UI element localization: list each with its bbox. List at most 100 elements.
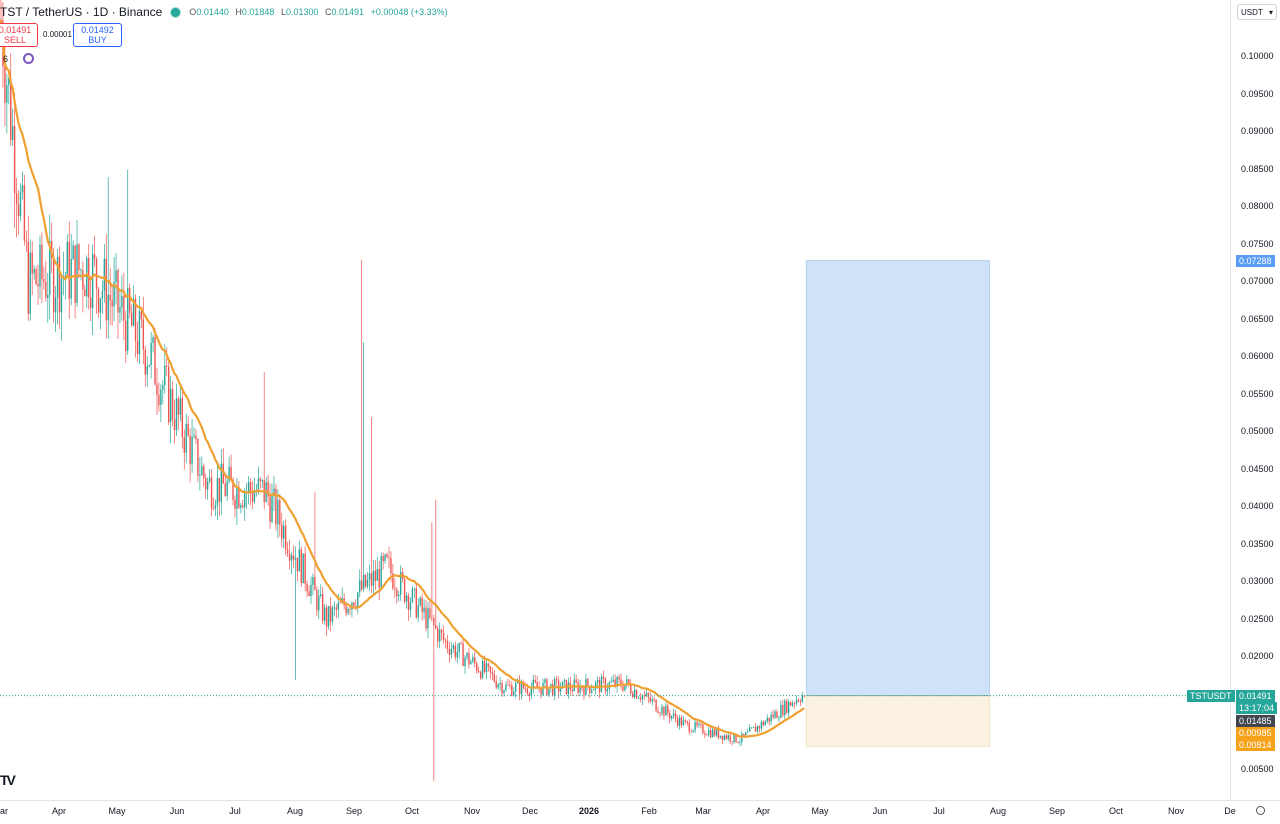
candle-body (300, 549, 302, 584)
price-axis[interactable]: USDT ▾ 0.10000 0.09500 0.09000 0.08500 0.080… (1230, 0, 1280, 800)
candle-body (503, 690, 505, 694)
candle-body (674, 713, 677, 719)
candle-body (680, 717, 683, 726)
candle-body (544, 679, 546, 683)
candle-body (587, 679, 589, 687)
candle-body (283, 525, 285, 539)
candle-body (329, 605, 332, 622)
candle-body (140, 311, 143, 320)
price-tick-label: 0.02500 (1241, 613, 1274, 624)
candle-body (257, 478, 260, 492)
candle-body (725, 735, 727, 739)
candle-body (366, 579, 369, 587)
candle-body (481, 660, 484, 679)
candle-body (323, 607, 326, 621)
candle-body (308, 591, 310, 597)
candle-body (320, 594, 322, 596)
candle-body (468, 652, 470, 665)
candle-body (314, 577, 316, 591)
indicator-settings-icon[interactable] (23, 53, 34, 64)
candle-body (641, 695, 644, 700)
time-tick-label: Sep (1048, 806, 1066, 816)
candle-body (275, 488, 277, 525)
candle-body (33, 269, 35, 274)
price-tick-label: 0.02000 (1241, 651, 1274, 662)
candle-body (187, 423, 189, 436)
candle-body (665, 705, 667, 716)
indicator-count: 6 (3, 54, 9, 64)
candle-body (249, 482, 252, 492)
candle-body (86, 257, 88, 297)
price-tick-label: 0.03500 (1241, 538, 1274, 549)
tradingview-logo[interactable]: TV (0, 772, 16, 788)
candle-body (123, 296, 125, 321)
candle-body (596, 679, 599, 683)
long-position-target-zone[interactable] (805, 260, 990, 697)
candle-body (154, 337, 156, 385)
candle-body (563, 679, 566, 682)
currency-select[interactable]: USDT ▾ (1237, 4, 1277, 20)
close-value: 0.01491 (331, 7, 365, 17)
candle-body (31, 252, 33, 274)
price-chart[interactable] (0, 0, 1230, 800)
candle-body (522, 681, 525, 689)
candle-body (633, 689, 636, 698)
long-position-stop-zone[interactable] (805, 695, 990, 747)
candle-body (511, 685, 513, 696)
candle-body (253, 492, 256, 502)
candle-body (277, 500, 279, 525)
candle-body (240, 505, 242, 508)
candle-body (799, 701, 802, 703)
candle-body (419, 597, 421, 606)
candle-body (696, 722, 698, 726)
price-tick-label: 0.06000 (1241, 351, 1274, 362)
candle-body (304, 553, 306, 584)
candle-body (692, 730, 694, 732)
candle-body (727, 735, 729, 739)
close-label: C (325, 7, 332, 17)
candle-body (409, 601, 412, 611)
candle-body (698, 723, 700, 726)
candle-body (789, 701, 792, 706)
candle-body (130, 312, 133, 326)
chart-pane[interactable]: TST / TetherUS · 1D · Binance O0.01440 H… (0, 0, 1230, 800)
time-tick-label: Jul (933, 806, 945, 816)
candle-body (242, 505, 244, 508)
candle-body (362, 574, 365, 590)
gear-icon[interactable] (1256, 806, 1265, 815)
candle-body (476, 663, 478, 672)
candle-body (386, 554, 388, 557)
candle-body (72, 245, 74, 260)
candle-body (6, 85, 8, 103)
candle-body (526, 688, 529, 694)
candle-body (760, 721, 763, 729)
candle-body (384, 554, 386, 562)
candle-body (169, 388, 172, 423)
symbol-title[interactable]: TST / TetherUS · 1D · Binance (0, 5, 163, 19)
candle-body (35, 269, 37, 284)
entry-price-tag: 0.00985 (1236, 726, 1275, 739)
candle-body (325, 607, 328, 627)
candle-body (101, 290, 104, 299)
candle-body (464, 657, 466, 667)
candle-body (762, 721, 765, 726)
candle-body (89, 297, 92, 308)
candle-body (624, 684, 626, 691)
time-tick-label: Nov (463, 806, 481, 816)
time-tick-label: Apr (755, 806, 771, 816)
candle-body (509, 684, 511, 686)
candle-body (782, 704, 784, 716)
buy-price: 0.01492 (81, 25, 114, 35)
price-tick-label: 0.06500 (1241, 313, 1274, 324)
candle-body (199, 474, 201, 476)
sell-button[interactable]: 0.01491 SELL (0, 23, 38, 47)
candle-body (247, 482, 250, 492)
price-tick-label: 0.10000 (1241, 51, 1274, 61)
time-axis[interactable]: ar Apr May Jun Jul Aug Sep Oct Nov Dec 2026 Feb Mar A… (0, 800, 1280, 824)
candle-body (378, 568, 380, 588)
candle-body (117, 270, 119, 313)
buy-button[interactable]: 0.01492 BUY (73, 23, 122, 47)
candle-body (731, 741, 733, 743)
candle-body (370, 573, 373, 586)
candle-body (43, 279, 45, 283)
